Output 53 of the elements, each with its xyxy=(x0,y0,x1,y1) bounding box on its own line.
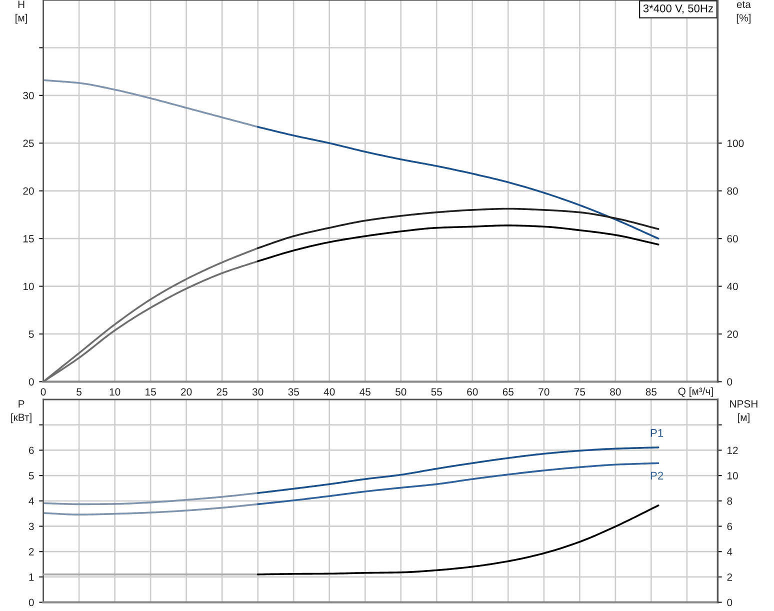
y2-tick-label: 2 xyxy=(727,573,732,581)
y2-tick-label: 60 xyxy=(727,235,738,242)
y-tick-label: 10 xyxy=(23,282,34,290)
y2-tick-label: 80 xyxy=(727,187,738,195)
y-tick-label: 0 xyxy=(28,378,34,386)
x-tick-label: 20 xyxy=(181,388,192,396)
y2-tick-label: 4 xyxy=(726,548,732,556)
y2-tick-label: 20 xyxy=(727,330,738,338)
y2-tick-label: 6 xyxy=(727,522,732,530)
x-tick-label: 65 xyxy=(502,388,514,396)
x-tick-label: 15 xyxy=(146,388,156,396)
y-axis-title: H [м] xyxy=(16,0,28,24)
x-tick-label: 25 xyxy=(216,388,228,396)
y-tick-label: 20 xyxy=(23,187,34,195)
series-label: P1 xyxy=(650,429,664,437)
y-tick-label: 2 xyxy=(29,548,34,556)
x-tick-label: 35 xyxy=(288,388,299,396)
x-tick-label: 80 xyxy=(610,388,621,396)
y-tick-label: 0 xyxy=(28,598,34,606)
x-tick-label: 50 xyxy=(396,388,406,396)
chart-title: 3*400 V, 50Hz xyxy=(643,4,713,14)
y2-tick-label: 10 xyxy=(728,472,738,480)
x-tick-label: 40 xyxy=(324,388,335,396)
x-tick-label: 0 xyxy=(40,388,46,396)
y-tick-label: 6 xyxy=(29,446,34,454)
x-tick-label: 5 xyxy=(76,388,82,396)
x-axis-title: Q [м³/ч] xyxy=(678,387,713,398)
y-tick-label: 5 xyxy=(28,330,34,338)
y-tick-label: 30 xyxy=(23,92,34,100)
y-tick-label: 15 xyxy=(23,235,34,242)
y2-tick-label: 40 xyxy=(726,282,738,290)
x-tick-label: 55 xyxy=(431,388,442,396)
y2-tick-label: 0 xyxy=(727,598,732,606)
y2-tick-label: 12 xyxy=(728,446,738,454)
y-tick-label: 3 xyxy=(28,522,34,530)
series-label: P2 xyxy=(650,472,664,480)
y-tick-label: 4 xyxy=(28,498,34,505)
y-axis-title: P [кВт] xyxy=(11,400,32,424)
y2-tick-label: 8 xyxy=(727,497,732,505)
y-tick-label: 5 xyxy=(28,472,34,480)
x-tick-label: 60 xyxy=(467,388,478,396)
x-tick-label: 30 xyxy=(252,388,264,396)
y2-axis-title: NPSH [м] xyxy=(730,400,758,424)
y-tick-label: 1 xyxy=(29,574,34,581)
x-tick-label: 10 xyxy=(110,388,120,396)
x-tick-label: 45 xyxy=(360,388,370,396)
y2-tick-label: 100 xyxy=(728,140,744,148)
y-tick-label: 25 xyxy=(23,140,34,148)
x-tick-label: 70 xyxy=(538,388,550,396)
x-tick-label: 85 xyxy=(646,388,657,396)
y2-axis-title: eta [%] xyxy=(736,1,751,24)
y2-tick-label: 0 xyxy=(727,378,732,386)
x-tick-label: 75 xyxy=(574,388,586,396)
